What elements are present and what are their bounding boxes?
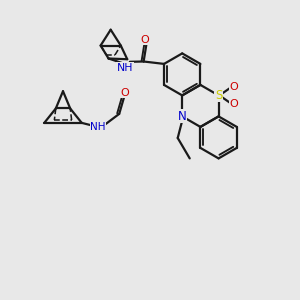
Text: S: S [215, 89, 222, 102]
Text: O: O [120, 88, 129, 98]
Text: NH: NH [117, 62, 133, 73]
Text: NH: NH [91, 122, 106, 132]
Text: N: N [178, 110, 187, 123]
Text: O: O [229, 99, 238, 109]
Text: O: O [229, 82, 238, 92]
Text: O: O [141, 35, 149, 45]
